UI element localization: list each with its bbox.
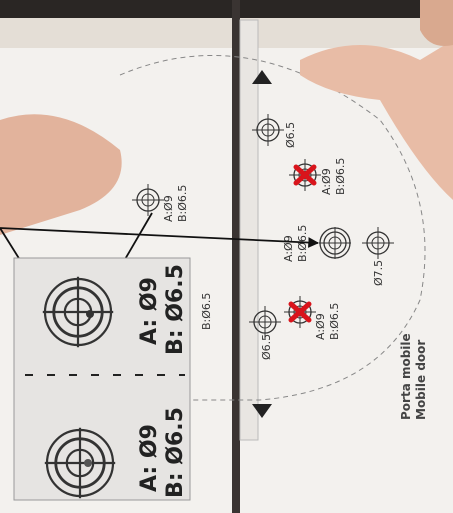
hole-label: B:Ø6.5 (296, 225, 309, 262)
hole-label: B:Ø6.5 (176, 185, 189, 222)
hole-label: B:Ø6.5 (334, 158, 347, 195)
inset-label: A: Ø9 (137, 424, 162, 492)
hole-ring (319, 227, 351, 259)
dark-top (0, 0, 453, 18)
inset-label: A: Ø9 (137, 277, 162, 345)
hole-label: A:Ø9 (282, 235, 295, 262)
right-hand (300, 40, 453, 200)
rod (232, 0, 240, 513)
hole-label: Ø7.5 (372, 260, 385, 286)
marker-top (252, 70, 272, 84)
door-label: Porta mobile (399, 333, 413, 420)
inset-label: B: Ø6.5 (163, 407, 188, 498)
inset-label: B: Ø6.5 (163, 264, 188, 355)
hole-label: Ø6.5 (260, 334, 273, 360)
hole-label: A:Ø9 (320, 168, 333, 195)
marker-bottom (252, 404, 272, 418)
left-hand (0, 114, 122, 235)
hole-label: B:Ø6.5 (328, 303, 341, 340)
hole-label: A:Ø9 (162, 195, 175, 222)
hole-label: B:Ø6.5 (200, 293, 213, 330)
positioning-strip (239, 19, 259, 441)
inset: A: Ø9 B: Ø6.5 A: Ø9 B: Ø6.5 (13, 257, 191, 501)
door-label: Mobile door (414, 340, 428, 420)
hole-label: A:Ø9 (314, 313, 327, 340)
door-outline (119, 55, 426, 401)
arrow (0, 227, 320, 248)
hole-label: Ø6.5 (284, 122, 297, 148)
right-fingers (420, 0, 453, 46)
paper-top (0, 18, 453, 48)
